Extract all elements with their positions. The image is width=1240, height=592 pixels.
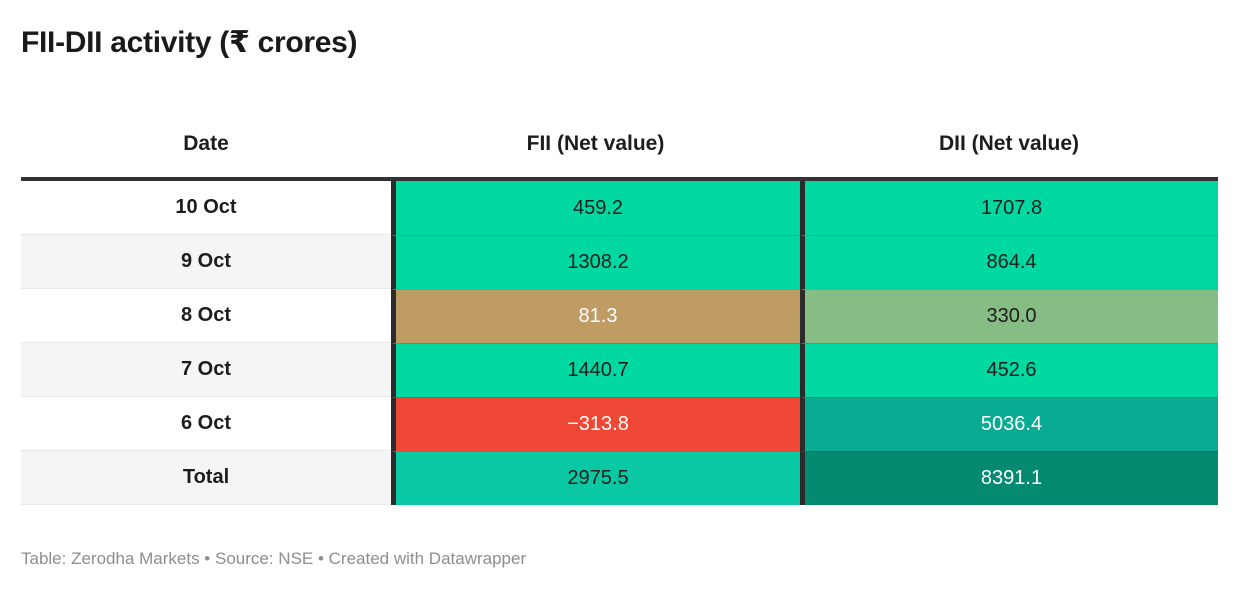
table-row: 6 Oct −313.8 5036.4 bbox=[21, 397, 1218, 451]
fii-value-cell: 2975.5 bbox=[391, 451, 800, 505]
table-header-row: Date FII (Net value) DII (Net value) bbox=[21, 78, 1218, 181]
table-row: 9 Oct 1308.2 864.4 bbox=[21, 235, 1218, 289]
fii-value-cell: 1308.2 bbox=[391, 235, 800, 289]
date-cell: 6 Oct bbox=[21, 397, 391, 451]
column-header-dii: DII (Net value) bbox=[938, 132, 1080, 155]
table-row: 10 Oct 459.2 1707.8 bbox=[21, 181, 1218, 235]
table-row-total: Total 2975.5 8391.1 bbox=[21, 451, 1218, 505]
fii-value-cell: −313.8 bbox=[391, 397, 800, 451]
date-cell: 7 Oct bbox=[21, 343, 391, 397]
dii-value-cell: 864.4 bbox=[800, 235, 1218, 289]
table-row: 8 Oct 81.3 330.0 bbox=[21, 289, 1218, 343]
date-cell: 9 Oct bbox=[21, 235, 391, 289]
column-header-fii: FII (Net value) bbox=[526, 132, 665, 155]
dii-value-cell: 452.6 bbox=[800, 343, 1218, 397]
dii-value-cell: 1707.8 bbox=[800, 181, 1218, 235]
table-row: 7 Oct 1440.7 452.6 bbox=[21, 343, 1218, 397]
date-cell: Total bbox=[21, 451, 391, 505]
fii-value-cell: 81.3 bbox=[391, 289, 800, 343]
dii-value-cell: 330.0 bbox=[800, 289, 1218, 343]
page-title: FII-DII activity (₹ crores) bbox=[21, 26, 358, 59]
date-cell: 10 Oct bbox=[21, 181, 391, 235]
column-header-date: Date bbox=[183, 132, 229, 155]
datawrapper-table-chart: FII-DII activity (₹ crores) Date FII (Ne… bbox=[21, 26, 1218, 568]
dii-value-cell: 8391.1 bbox=[800, 451, 1218, 505]
fii-value-cell: 1440.7 bbox=[391, 343, 800, 397]
fii-value-cell: 459.2 bbox=[391, 181, 800, 235]
dii-value-cell: 5036.4 bbox=[800, 397, 1218, 451]
fii-dii-table: Date FII (Net value) DII (Net value) 10 … bbox=[21, 78, 1218, 505]
attribution-footer: Table: Zerodha Markets • Source: NSE • C… bbox=[21, 549, 527, 568]
date-cell: 8 Oct bbox=[21, 289, 391, 343]
